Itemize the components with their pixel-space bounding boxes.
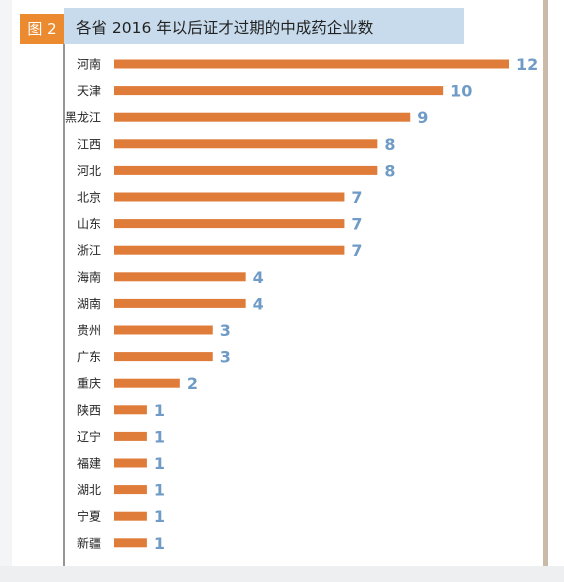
category-label: 宁夏 — [77, 509, 101, 524]
value-label: 12 — [516, 55, 538, 74]
bar — [114, 511, 147, 521]
bar — [114, 325, 213, 335]
value-label: 1 — [154, 454, 165, 473]
category-label: 湖北 — [77, 482, 101, 497]
bar — [114, 59, 509, 69]
bar — [114, 538, 147, 548]
category-label: 陕西 — [77, 402, 101, 417]
bar — [114, 352, 213, 362]
bar — [114, 272, 246, 282]
value-label: 8 — [384, 135, 395, 154]
bar — [114, 192, 345, 202]
value-label: 4 — [253, 268, 264, 287]
value-label: 2 — [187, 374, 198, 393]
bar — [114, 485, 147, 495]
right-border-rule — [543, 0, 548, 566]
value-label: 7 — [351, 215, 362, 234]
bar — [114, 378, 180, 388]
value-label: 1 — [154, 534, 165, 553]
bar — [114, 458, 147, 468]
bottom-margin — [0, 566, 564, 582]
category-label: 江西 — [77, 137, 101, 151]
category-label: 山东 — [77, 217, 101, 231]
category-label: 重庆 — [77, 377, 101, 391]
bar — [114, 431, 147, 441]
category-label: 福建 — [77, 456, 101, 471]
category-label: 湖南 — [77, 296, 101, 311]
title-band — [64, 8, 464, 44]
category-label: 浙江 — [77, 244, 101, 258]
bar — [114, 405, 147, 415]
bar — [114, 298, 246, 308]
value-label: 3 — [220, 348, 231, 367]
category-label: 海南 — [77, 269, 101, 284]
value-label: 4 — [253, 294, 264, 313]
bar — [114, 245, 345, 255]
category-label: 广东 — [77, 350, 101, 364]
category-label: 黑龙江 — [65, 111, 101, 125]
value-label: 1 — [154, 401, 165, 420]
value-label: 7 — [351, 188, 362, 207]
bar — [114, 112, 411, 122]
category-label: 河南 — [77, 57, 101, 72]
value-label: 1 — [154, 427, 165, 446]
value-label: 7 — [351, 241, 362, 260]
category-label: 北京 — [77, 191, 101, 205]
value-label: 8 — [384, 161, 395, 180]
figure-tag: 图 2 — [20, 14, 64, 44]
bar — [114, 139, 378, 149]
value-label: 10 — [450, 82, 472, 101]
value-label: 9 — [417, 108, 428, 127]
category-label: 辽宁 — [77, 429, 101, 444]
bar — [114, 219, 345, 229]
bar — [114, 165, 378, 175]
value-label: 3 — [220, 321, 231, 340]
category-label: 新疆 — [77, 535, 101, 550]
value-label: 1 — [154, 507, 165, 526]
left-margin — [0, 0, 12, 566]
chart-title: 各省 2016 年以后证才过期的中成药企业数 — [76, 19, 374, 37]
category-label: 贵州 — [77, 324, 101, 338]
bar — [114, 86, 444, 96]
category-label: 天津 — [77, 84, 101, 98]
value-label: 1 — [154, 481, 165, 500]
category-label: 河北 — [77, 164, 101, 178]
